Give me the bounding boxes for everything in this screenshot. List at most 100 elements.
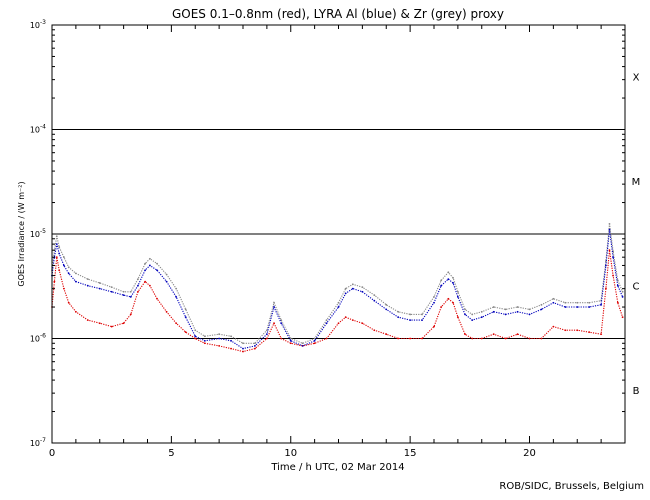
data-point-red xyxy=(608,249,611,252)
data-point-grey xyxy=(148,257,151,260)
data-point-grey xyxy=(137,278,139,281)
data-point-red xyxy=(464,333,466,336)
data-point-blue xyxy=(67,272,70,275)
data-point-blue xyxy=(313,339,316,342)
data-point-red xyxy=(53,280,56,283)
data-point-blue xyxy=(273,306,275,308)
data-point-blue xyxy=(289,339,292,342)
data-point-blue xyxy=(552,301,555,304)
data-point-red xyxy=(552,325,555,328)
data-point-grey xyxy=(74,272,77,275)
data-point-blue xyxy=(122,294,125,297)
data-point-red xyxy=(203,342,206,345)
series-line-blue xyxy=(51,229,624,350)
data-point-red xyxy=(600,333,603,336)
data-point-blue xyxy=(184,316,187,319)
data-point-red xyxy=(58,269,61,272)
data-point-blue xyxy=(409,319,412,321)
data-point-red xyxy=(605,287,607,290)
data-point-blue xyxy=(351,287,354,290)
data-point-grey xyxy=(447,271,450,274)
data-point-blue xyxy=(492,310,495,313)
data-point-blue xyxy=(129,296,132,298)
data-point-grey xyxy=(528,308,531,311)
data-point-blue xyxy=(433,301,435,304)
class-label-c: C xyxy=(633,282,640,293)
data-point-red xyxy=(440,306,443,308)
data-point-blue xyxy=(110,290,113,293)
data-point-grey xyxy=(409,313,412,316)
data-point-grey xyxy=(156,262,158,265)
data-point-red xyxy=(516,333,519,336)
data-point-grey xyxy=(86,278,89,281)
data-point-grey xyxy=(122,290,125,293)
data-point-blue xyxy=(564,306,567,308)
data-point-grey xyxy=(129,290,132,293)
data-point-grey xyxy=(421,313,423,316)
data-point-red xyxy=(194,337,197,340)
data-point-red xyxy=(504,337,507,340)
data-point-red xyxy=(242,350,244,353)
data-point-red xyxy=(447,297,450,300)
data-point-red xyxy=(98,322,101,325)
data-point-red xyxy=(373,329,376,332)
data-point-blue xyxy=(55,243,58,246)
data-point-blue xyxy=(464,313,466,316)
data-point-red xyxy=(165,310,168,313)
data-point-red xyxy=(265,337,268,340)
data-point-grey xyxy=(58,246,61,248)
data-point-blue xyxy=(98,287,101,290)
data-point-blue xyxy=(280,322,283,325)
y-tick-label: 10-3 xyxy=(30,19,46,30)
data-point-red xyxy=(397,337,400,340)
data-point-blue xyxy=(230,339,232,342)
x-tick-label: 10 xyxy=(284,448,297,459)
data-point-blue xyxy=(373,299,376,302)
data-point-red xyxy=(137,290,139,293)
data-point-red xyxy=(480,337,483,340)
data-point-red xyxy=(86,319,89,321)
data-point-grey xyxy=(588,301,591,304)
data-point-grey xyxy=(265,329,268,332)
data-point-grey xyxy=(480,310,483,313)
data-point-blue xyxy=(540,308,543,311)
data-point-grey xyxy=(516,306,519,308)
data-point-blue xyxy=(605,264,607,267)
data-point-red xyxy=(156,297,158,300)
data-point-blue xyxy=(397,316,400,319)
data-point-red xyxy=(344,316,347,319)
data-point-grey xyxy=(504,308,507,311)
data-point-blue xyxy=(528,313,531,316)
data-point-grey xyxy=(280,319,283,321)
data-point-red xyxy=(184,331,187,334)
data-point-blue xyxy=(608,228,611,231)
data-point-grey xyxy=(344,287,347,290)
data-point-red xyxy=(452,301,454,304)
data-point-blue xyxy=(86,284,89,287)
data-point-blue xyxy=(218,337,221,340)
class-label-b: B xyxy=(633,386,640,397)
data-point-grey xyxy=(110,286,113,289)
data-point-grey xyxy=(492,306,495,308)
data-point-grey xyxy=(337,301,340,304)
data-point-red xyxy=(144,280,147,283)
class-label-m: M xyxy=(632,177,641,188)
data-point-blue xyxy=(447,278,450,281)
data-point-red xyxy=(325,337,328,340)
x-tick-label: 15 xyxy=(404,448,417,459)
data-point-blue xyxy=(144,269,147,272)
data-point-grey xyxy=(254,342,256,345)
data-point-red xyxy=(385,333,388,336)
data-point-blue xyxy=(194,335,197,338)
data-point-blue xyxy=(385,308,388,311)
data-point-grey xyxy=(325,319,328,321)
data-point-grey xyxy=(67,266,70,269)
data-point-blue xyxy=(175,296,178,298)
data-point-red xyxy=(621,316,624,319)
data-point-blue xyxy=(621,296,624,298)
data-point-blue xyxy=(301,344,304,347)
data-point-grey xyxy=(351,283,354,286)
data-point-blue xyxy=(337,306,340,308)
data-point-grey xyxy=(273,301,275,304)
data-point-blue xyxy=(58,252,61,255)
